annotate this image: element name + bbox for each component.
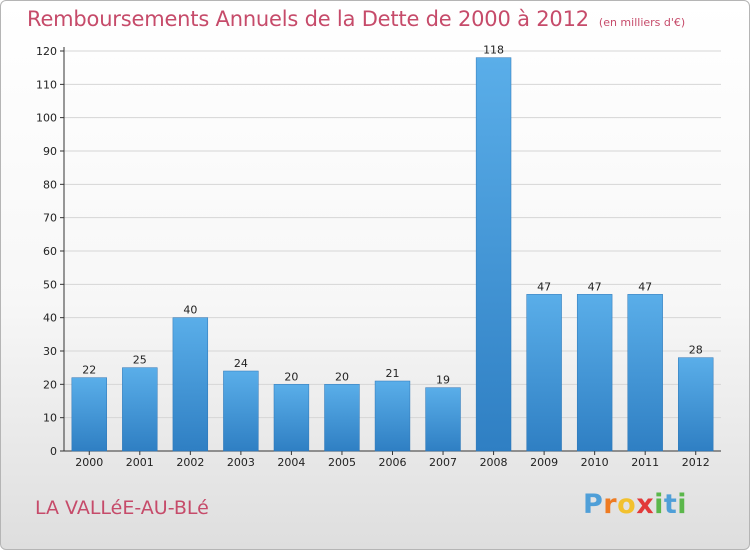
bar-2002 — [172, 317, 209, 452]
x-tick-label-2012: 2012 — [682, 456, 710, 469]
logo-letter: t — [663, 489, 678, 520]
data-label-2004: 20 — [284, 370, 298, 383]
bar-2011 — [627, 294, 663, 452]
place-name: LA VALLéE-AU-BLé — [35, 497, 209, 519]
data-labels: 22 25 40 24 20 20 21 19 118 47 47 47 28 — [82, 44, 702, 387]
data-label-2003: 24 — [234, 357, 248, 370]
x-tick-label-2008: 2008 — [480, 456, 508, 469]
x-tick-label-2006: 2006 — [379, 456, 407, 469]
data-label-2000: 22 — [82, 364, 96, 377]
x-tick-label-2002: 2002 — [176, 456, 204, 469]
y-tick-label: 110 — [36, 78, 57, 91]
data-label-2011: 47 — [638, 280, 652, 293]
data-label-2009: 47 — [537, 280, 551, 293]
x-tick-label-2005: 2005 — [328, 456, 356, 469]
x-tick-label-2011: 2011 — [631, 456, 659, 469]
y-tick-label: 60 — [43, 245, 57, 258]
bar-2009 — [526, 294, 562, 452]
y-tick-label: 100 — [36, 112, 57, 125]
x-tick-label-2000: 2000 — [75, 456, 103, 469]
logo-letter: r — [603, 489, 618, 520]
logo-letter: i — [677, 489, 688, 520]
x-tick-label-2009: 2009 — [530, 456, 558, 469]
data-label-2006: 21 — [386, 367, 400, 380]
title-row: Remboursements Annuels de la Dette de 20… — [27, 7, 685, 31]
data-label-2012: 28 — [689, 344, 703, 357]
data-label-2007: 19 — [436, 374, 450, 387]
axes: 0 10 20 30 40 50 60 70 80 90 100 110 120 2000 2001 2002… — [36, 45, 721, 469]
y-tick-label: 40 — [43, 312, 57, 325]
bar-2004 — [273, 384, 310, 452]
bar-2006 — [374, 380, 411, 452]
x-tick-label-2004: 2004 — [277, 456, 305, 469]
y-tick-label: 80 — [43, 178, 57, 191]
x-tick-label-2003: 2003 — [227, 456, 255, 469]
data-label-2008: 118 — [483, 44, 504, 57]
x-tick-label-2010: 2010 — [581, 456, 609, 469]
y-tick-label: 10 — [43, 412, 57, 425]
logo-letter: o — [617, 489, 637, 520]
x-tick-label-2001: 2001 — [126, 456, 154, 469]
y-tick-label: 50 — [43, 278, 57, 291]
bar-2012 — [678, 357, 714, 452]
y-tick-label: 30 — [43, 345, 57, 358]
data-label-2002: 40 — [183, 304, 197, 317]
y-tick-label: 20 — [43, 378, 57, 391]
bars — [71, 57, 714, 452]
proxiti-logo: Proxiti — [583, 489, 687, 520]
logo-letter: x — [636, 489, 655, 520]
y-tick-label: 120 — [36, 45, 57, 58]
data-label-2005: 20 — [335, 370, 349, 383]
y-tick-label: 0 — [50, 445, 57, 458]
bar-2001 — [122, 367, 158, 452]
bar-2000 — [71, 377, 107, 452]
chart-title: Remboursements Annuels de la Dette de 20… — [27, 7, 589, 31]
grid-lines — [64, 50, 721, 419]
bar-2008 — [475, 57, 512, 452]
bar-2003 — [223, 370, 259, 452]
bar-2005 — [324, 384, 360, 452]
logo-letter: i — [654, 489, 664, 520]
y-tick-label: 70 — [43, 212, 57, 225]
bar-2007 — [425, 387, 461, 452]
bar-2010 — [576, 294, 613, 452]
chart-unit: (en milliers d'€) — [598, 16, 686, 29]
y-tick-label: 90 — [43, 145, 57, 158]
x-tick-label-2007: 2007 — [429, 456, 457, 469]
logo-letter: P — [583, 489, 604, 520]
data-label-2010: 47 — [588, 280, 602, 293]
data-label-2001: 25 — [133, 354, 147, 367]
